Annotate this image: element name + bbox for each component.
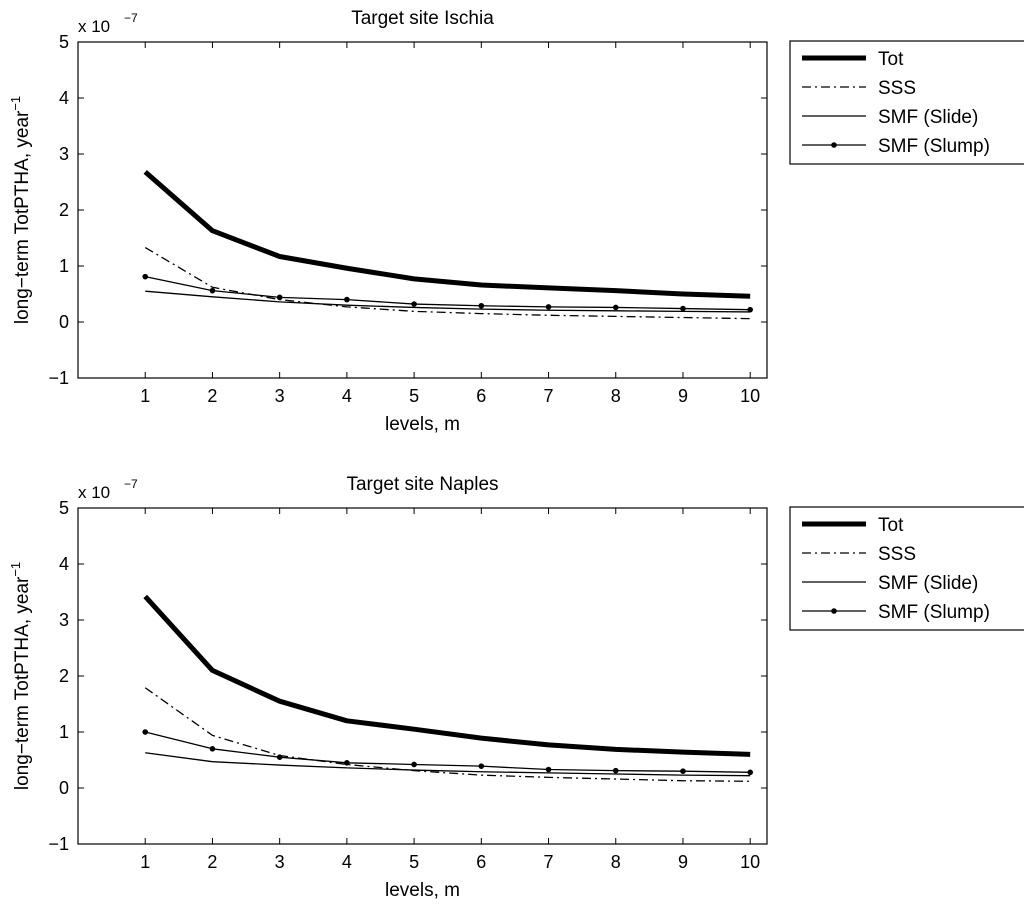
- series-line-smf-slide: [145, 290, 751, 313]
- plot-area: [77, 41, 768, 379]
- data-point: [612, 304, 619, 311]
- data-point: [209, 746, 216, 752]
- legend-label: Tot: [878, 515, 904, 536]
- x-tick-label: 10: [740, 852, 760, 872]
- x-tick-label: 5: [409, 852, 419, 872]
- legend-label: SMF (Slump): [878, 136, 990, 157]
- legend-marker: [831, 608, 837, 614]
- x-tick-label: 1: [140, 386, 150, 406]
- x-tick-label: 3: [275, 386, 285, 406]
- data-point: [276, 754, 283, 760]
- series-line-sss: [144, 687, 751, 782]
- x-tick-label: 3: [275, 852, 285, 872]
- y-multiplier: x 10: [78, 483, 110, 502]
- data-point: [747, 306, 753, 313]
- series-line-tot: [143, 594, 751, 757]
- x-tick-label: 7: [544, 852, 554, 872]
- y-tick-label: −1: [48, 368, 69, 388]
- legend-label: SMF (Slide): [878, 107, 978, 128]
- data-point: [612, 767, 619, 774]
- chart-title: Target site Naples: [346, 474, 498, 495]
- data-point: [209, 287, 216, 294]
- x-axis-label: levels, m: [385, 414, 460, 435]
- series-line-sss: [144, 246, 751, 320]
- data-point: [545, 766, 552, 773]
- x-tick-label: 9: [678, 386, 688, 406]
- y-axis-label: long−term TotPTHA, year−1: [8, 96, 33, 324]
- legend: Tot SSS SMF (Slide) SMF (Slump): [789, 506, 1024, 631]
- legend-label: Tot: [878, 49, 904, 70]
- data-point: [478, 763, 485, 769]
- legend-label: SMF (Slump): [878, 602, 990, 623]
- y-tick-label: 0: [59, 312, 69, 332]
- x-tick-label: 2: [207, 386, 217, 406]
- x-tick-label: 2: [207, 852, 217, 872]
- data-point: [276, 294, 283, 301]
- data-point: [142, 729, 149, 735]
- plot-area: [77, 507, 768, 845]
- legend-label: SSS: [878, 78, 916, 99]
- data-point: [344, 296, 350, 303]
- y-tick-label: 2: [59, 666, 69, 686]
- legend-label: SSS: [878, 544, 916, 565]
- data-point: [142, 273, 149, 280]
- data-point: [411, 301, 417, 307]
- x-axis-label: levels, m: [385, 880, 460, 901]
- y-tick-label: 3: [59, 610, 69, 630]
- data-point: [478, 302, 485, 309]
- y-tick-label: 5: [59, 32, 69, 52]
- x-tick-label: 8: [611, 386, 621, 406]
- x-tick-label: 8: [611, 852, 621, 872]
- x-tick-label: 5: [409, 386, 419, 406]
- data-point: [680, 305, 686, 312]
- x-tick-label: 6: [476, 386, 486, 406]
- legend-marker: [831, 142, 837, 148]
- x-tick-label: 4: [342, 386, 352, 406]
- y-tick-label: 1: [59, 722, 69, 742]
- series-line-smf-slide: [145, 752, 751, 777]
- x-tick-label: 7: [544, 386, 554, 406]
- x-tick-label: 1: [140, 852, 150, 872]
- y-tick-label: 5: [59, 498, 69, 518]
- series-line-tot: [143, 170, 751, 299]
- legend-box: [789, 40, 1024, 165]
- data-point: [545, 304, 552, 310]
- y-tick-label: −1: [48, 834, 69, 854]
- x-tick-label: 6: [476, 852, 486, 872]
- y-tick-label: 1: [59, 256, 69, 276]
- legend-label: SMF (Slide): [878, 573, 978, 594]
- x-tick-label: 4: [342, 852, 352, 872]
- data-point: [680, 768, 686, 774]
- data-point: [344, 760, 350, 766]
- chart-panel-1: 1 2 3 4 5 6 7 8 9 10 −1 0 1 2 3 4 5 Target site Ischia x 1…: [8, 8, 1024, 435]
- y-tick-label: 4: [59, 88, 69, 108]
- series-line-smf-slump: [145, 731, 751, 773]
- y-axis-label: long−term TotPTHA, year−1: [8, 562, 33, 790]
- chart-title: Target site Ischia: [351, 8, 494, 29]
- series-line-smf-slump: [145, 276, 751, 311]
- x-tick-label: 9: [678, 852, 688, 872]
- y-tick-label: 3: [59, 144, 69, 164]
- x-tick-label: 10: [740, 386, 760, 406]
- data-point: [747, 769, 753, 776]
- legend: Tot SSS SMF (Slide) SMF (Slump): [789, 40, 1024, 165]
- data-point: [411, 761, 417, 768]
- y-tick-label: 4: [59, 554, 69, 574]
- y-tick-label: 2: [59, 200, 69, 220]
- chart-panel-2: 1 2 3 4 5 6 7 8 9 10 −1 0 1 2 3 4 5 Target site Naples x 1…: [8, 474, 1024, 901]
- legend-box: [789, 506, 1024, 631]
- y-tick-label: 0: [59, 778, 69, 798]
- y-multiplier: x 10: [78, 17, 110, 36]
- y-multiplier-exponent: −7: [124, 11, 138, 25]
- y-multiplier-exponent: −7: [124, 477, 138, 491]
